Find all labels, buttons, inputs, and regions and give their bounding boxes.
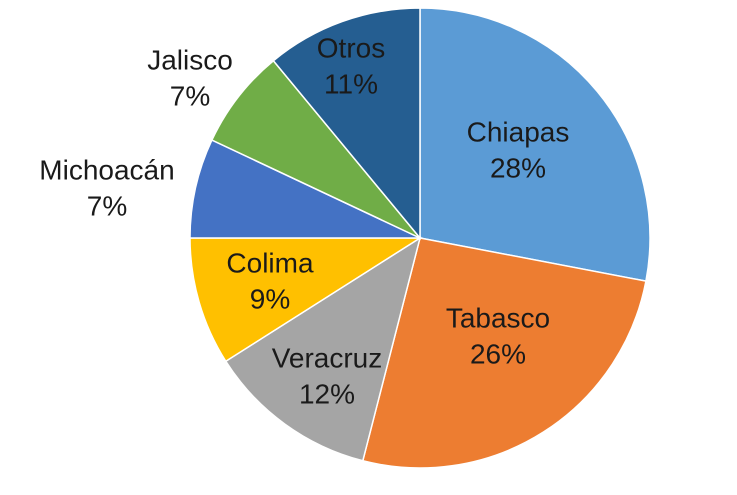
slice-value-label: 11% (324, 68, 378, 99)
slice-value-label: 28% (490, 152, 546, 183)
slice-label: Veracruz (272, 342, 383, 373)
pie-slice (224, 236, 422, 462)
slice-label: Colima (226, 247, 314, 278)
pie-slice (210, 59, 421, 239)
slice-value-label: 9% (250, 283, 290, 314)
slice-label: Otros (317, 32, 385, 63)
slice-label: Michoacán (39, 154, 174, 185)
slice-label: Chiapas (467, 116, 570, 147)
pie-slice (272, 7, 421, 241)
pie-slice (189, 139, 421, 239)
pie-slice (419, 7, 651, 282)
pie-slice (189, 237, 423, 363)
slice-label: Tabasco (446, 302, 550, 333)
slice-value-label: 26% (470, 338, 526, 369)
slice-value-label: 12% (299, 378, 355, 409)
slice-value-label: 7% (87, 190, 127, 221)
slice-value-label: 7% (170, 80, 210, 111)
slice-label: Jalisco (147, 44, 233, 75)
pie-slice (361, 237, 647, 469)
